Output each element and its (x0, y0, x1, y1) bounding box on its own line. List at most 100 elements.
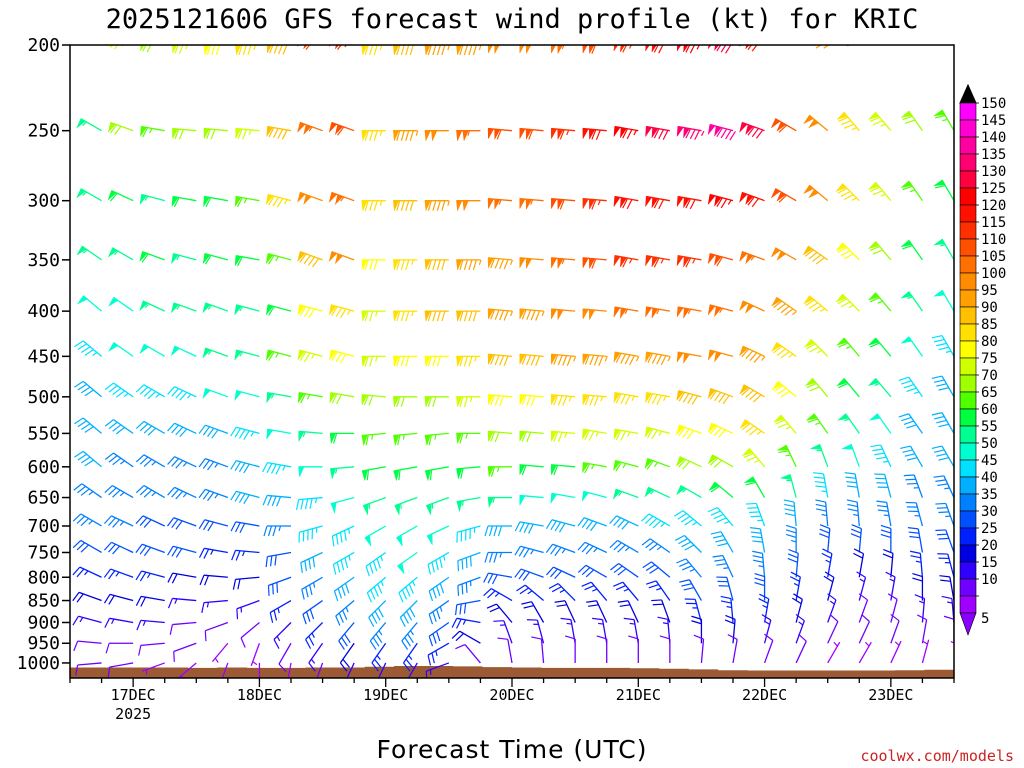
barb-flag (456, 200, 463, 212)
barb-flag (170, 302, 180, 314)
barb-full (173, 197, 180, 208)
wind-barb (135, 595, 165, 607)
barb-flag (234, 196, 242, 208)
barb-full (759, 593, 770, 600)
barb-half (379, 45, 383, 51)
barb-full (591, 129, 597, 140)
barb-half (82, 121, 87, 126)
barb-flag (77, 33, 86, 42)
wind-barb (867, 337, 892, 357)
colorbar-swatch (959, 204, 977, 223)
wind-barb (235, 127, 260, 140)
wind-barb (937, 553, 954, 578)
wind-barb (136, 619, 165, 631)
barb-full (581, 567, 591, 576)
barb-staff (80, 513, 102, 527)
y-tick-label: 400 (27, 301, 60, 322)
wind-barb (427, 642, 450, 666)
barb-half (115, 571, 120, 577)
barb-full (308, 308, 315, 319)
barb-staff (945, 529, 954, 553)
barb-full (302, 614, 307, 625)
barb-full (436, 585, 441, 596)
barb-half (750, 255, 755, 261)
barb-full (243, 494, 250, 505)
barb-full (77, 343, 87, 351)
barb-full (146, 45, 152, 53)
barb-full (490, 258, 496, 269)
wind-barb (707, 422, 734, 439)
barb-flag (297, 349, 306, 361)
barb-full (488, 552, 494, 563)
wind-barb (752, 550, 766, 578)
wind-barb (104, 382, 134, 398)
barb-half (650, 489, 655, 495)
barb-full (139, 456, 149, 465)
barb-full (400, 130, 405, 141)
barb-full (598, 355, 604, 366)
barb-half (623, 588, 629, 592)
wind-barb (836, 378, 860, 398)
wind-barb (362, 496, 386, 516)
barb-full (427, 564, 432, 575)
barb-half (566, 129, 570, 136)
wind-barb (739, 121, 765, 139)
barb-full (272, 525, 277, 537)
barb-full (234, 522, 241, 533)
barb-full (656, 395, 663, 405)
barb-full (494, 309, 500, 320)
barb-flag (900, 336, 913, 344)
barb-half (793, 582, 800, 587)
barb-full (76, 568, 85, 578)
barb-staff (140, 642, 165, 646)
wind-barb (103, 593, 134, 605)
barb-staff (77, 662, 102, 666)
barb-full (463, 310, 469, 322)
barb-flag (424, 130, 431, 142)
barb-flag (802, 184, 814, 195)
barb-full (858, 593, 868, 601)
wind-barb (644, 486, 671, 499)
barb-flag (107, 122, 117, 134)
barb-full (727, 634, 738, 640)
barb-half (566, 622, 572, 625)
barb-full (678, 459, 687, 468)
wind-barb (531, 636, 545, 663)
barb-full (342, 609, 348, 621)
barb-half (561, 548, 566, 554)
wind-barb (393, 310, 418, 323)
y-tick-label: 200 (27, 35, 60, 56)
wind-barb (104, 617, 134, 628)
barb-full (741, 348, 750, 358)
barb-full (652, 520, 662, 529)
wind-barb (365, 551, 387, 577)
wind-barb (103, 541, 134, 555)
colorbar-swatch (959, 102, 977, 121)
barb-full (427, 200, 432, 211)
barb-full (804, 249, 814, 257)
barb-half (499, 552, 503, 558)
barb-flag (707, 388, 717, 400)
barb-full (869, 116, 880, 122)
barb-flag (424, 45, 431, 56)
barb-full (722, 395, 730, 405)
wind-barb (104, 419, 134, 435)
wind-barb (104, 452, 134, 468)
barb-full (822, 548, 833, 555)
barb-flag (675, 456, 686, 468)
barb-flag (297, 192, 306, 204)
barb-full (518, 570, 526, 580)
barb-full (593, 355, 599, 366)
barb-full (591, 199, 597, 210)
barb-full (463, 356, 469, 367)
barb-full (428, 590, 434, 602)
barb-full (620, 394, 627, 405)
barb-flag (745, 194, 754, 206)
barb-flag (172, 128, 179, 140)
barb-full (465, 582, 468, 593)
barb-full (432, 588, 437, 599)
barb-full (468, 45, 473, 56)
barb-flag (745, 124, 754, 136)
barb-flag (202, 253, 211, 265)
barb-full (787, 553, 799, 559)
